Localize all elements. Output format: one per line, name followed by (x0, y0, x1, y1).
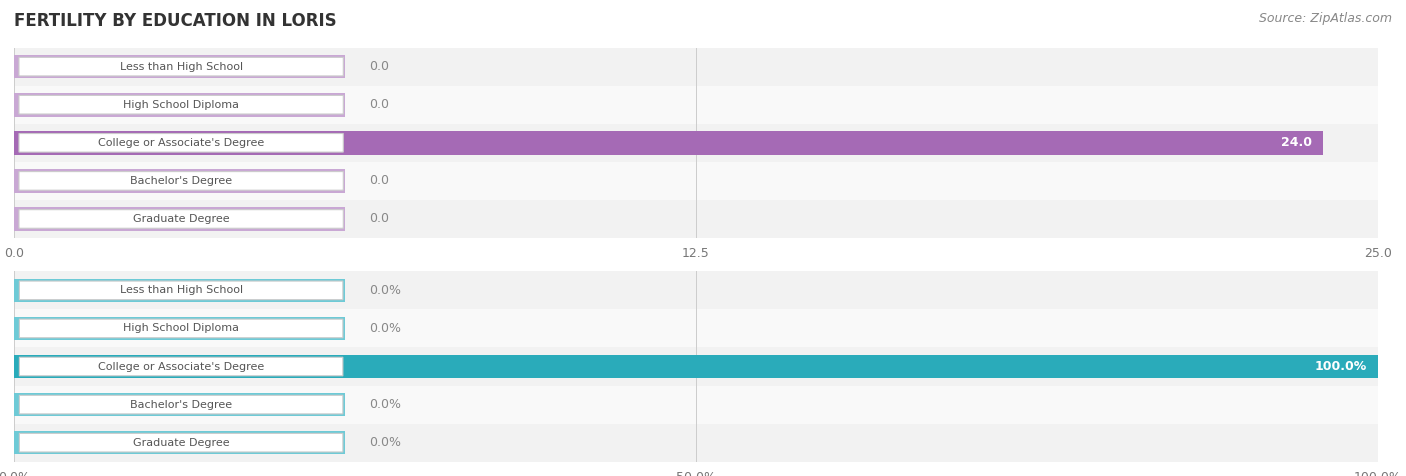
Text: Graduate Degree: Graduate Degree (132, 437, 229, 448)
Bar (14, 55, 344, 79)
Bar (14, 86, 1378, 124)
Bar (14, 386, 1378, 424)
FancyBboxPatch shape (18, 57, 343, 76)
Bar (14, 162, 1378, 200)
Bar (14, 317, 344, 340)
Text: College or Associate's Degree: College or Associate's Degree (98, 361, 264, 372)
Text: 24.0: 24.0 (1281, 136, 1312, 149)
Text: Graduate Degree: Graduate Degree (132, 214, 229, 224)
FancyBboxPatch shape (20, 395, 343, 414)
Text: Less than High School: Less than High School (120, 61, 243, 72)
FancyBboxPatch shape (18, 95, 343, 114)
Bar (14, 207, 344, 231)
Text: FERTILITY BY EDUCATION IN LORIS: FERTILITY BY EDUCATION IN LORIS (14, 12, 336, 30)
Bar (14, 93, 344, 117)
Text: College or Associate's Degree: College or Associate's Degree (98, 138, 264, 148)
Text: 0.0: 0.0 (368, 98, 388, 111)
Text: 0.0: 0.0 (368, 174, 388, 188)
FancyBboxPatch shape (20, 319, 343, 338)
Text: Source: ZipAtlas.com: Source: ZipAtlas.com (1258, 12, 1392, 25)
Text: Bachelor's Degree: Bachelor's Degree (131, 399, 232, 410)
Bar (14, 347, 1378, 386)
FancyBboxPatch shape (20, 281, 343, 300)
Text: 0.0: 0.0 (368, 212, 388, 226)
Bar (14, 355, 1378, 378)
FancyBboxPatch shape (18, 133, 343, 152)
Bar (14, 393, 344, 416)
Text: 0.0%: 0.0% (368, 284, 401, 297)
Bar (14, 200, 1378, 238)
Bar (14, 424, 1378, 462)
Text: Less than High School: Less than High School (120, 285, 243, 296)
Bar (14, 131, 1323, 155)
Text: 0.0%: 0.0% (368, 322, 401, 335)
Bar (14, 431, 344, 455)
Bar (14, 48, 1378, 86)
FancyBboxPatch shape (18, 171, 343, 190)
FancyBboxPatch shape (20, 357, 343, 376)
Text: Bachelor's Degree: Bachelor's Degree (131, 176, 232, 186)
FancyBboxPatch shape (18, 209, 343, 228)
Bar (14, 278, 344, 302)
Bar (14, 124, 1378, 162)
Text: 0.0%: 0.0% (368, 436, 401, 449)
Text: 100.0%: 100.0% (1315, 360, 1367, 373)
Bar (14, 271, 1378, 309)
FancyBboxPatch shape (20, 433, 343, 452)
Text: 0.0%: 0.0% (368, 398, 401, 411)
Bar (14, 169, 344, 193)
Text: High School Diploma: High School Diploma (124, 323, 239, 334)
Bar (14, 309, 1378, 347)
Text: 0.0: 0.0 (368, 60, 388, 73)
Text: High School Diploma: High School Diploma (124, 99, 239, 110)
